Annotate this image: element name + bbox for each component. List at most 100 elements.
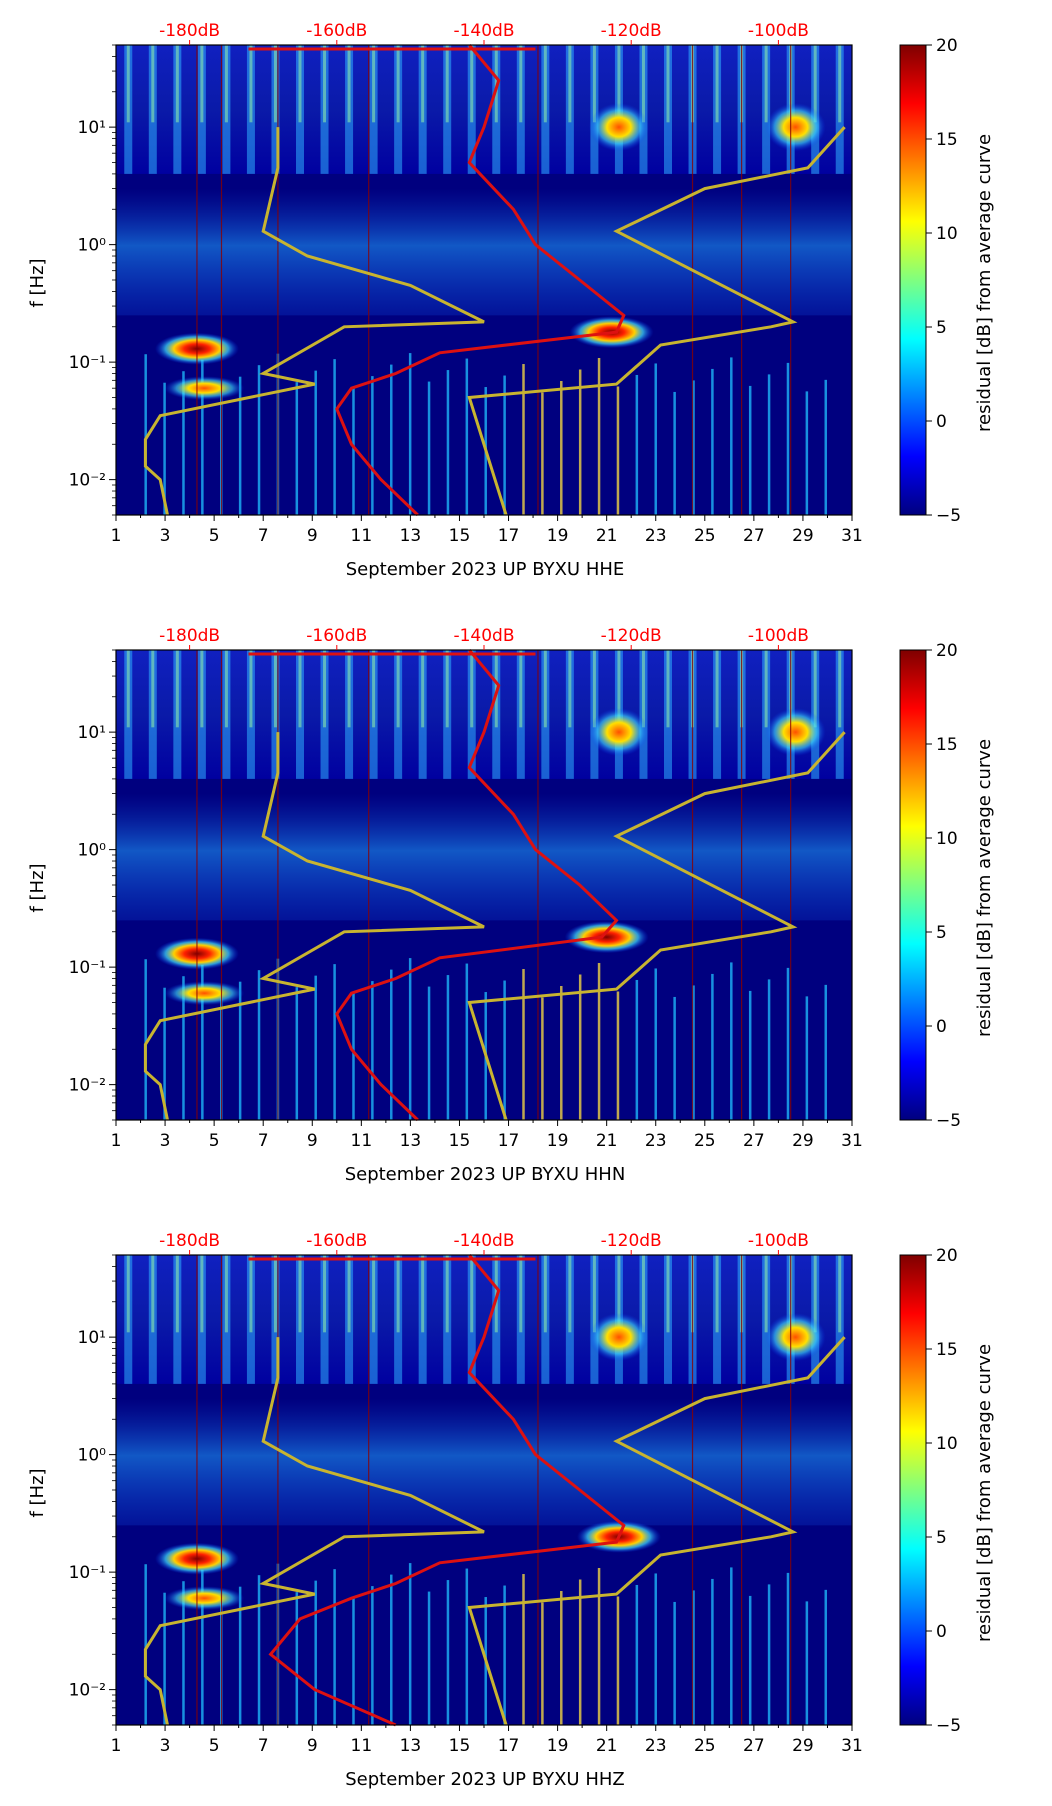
daily-noise-core [764, 1255, 768, 1333]
daily-noise-core [715, 45, 719, 123]
transient-streak [673, 1601, 676, 1725]
residual-hotspot [765, 708, 826, 757]
daily-noise-core [249, 45, 253, 123]
daily-noise-core [592, 45, 596, 123]
daily-noise-core [372, 650, 376, 728]
x-tick-label: 9 [307, 526, 318, 546]
daily-noise-core [224, 45, 228, 123]
transient-streak [371, 376, 374, 515]
transient-streak [616, 386, 620, 515]
colorbar-tick-label: 15 [936, 735, 958, 755]
transient-streak [578, 974, 582, 1120]
colorbar-tick-label: 15 [936, 1340, 958, 1360]
transient-streak [201, 1569, 204, 1725]
transient-streak [427, 986, 431, 1120]
transient-streak [748, 990, 752, 1120]
transient-streak [805, 1601, 809, 1725]
daily-noise-core [224, 650, 228, 728]
colorbar-tick-label: −5 [936, 1111, 961, 1131]
transient-streak [522, 1574, 525, 1725]
transient-streak [805, 391, 809, 515]
daily-noise-core [543, 1255, 547, 1333]
daily-noise-core [764, 45, 768, 123]
transient-streak [560, 986, 563, 1120]
top-db-label: -120dB [601, 1231, 662, 1251]
microseism-band [116, 1398, 852, 1526]
x-tick-label: 13 [400, 1736, 422, 1756]
daily-noise-core [617, 1255, 621, 1333]
transient-streak [692, 380, 695, 515]
transient-streak [597, 962, 601, 1120]
daily-noise-core [666, 650, 670, 728]
transient-streak [182, 371, 185, 515]
y-tick-label: 10⁻¹ [69, 958, 106, 978]
daily-noise-core [298, 45, 302, 123]
residual-hotspot [588, 1313, 649, 1362]
x-tick-label: 17 [498, 526, 520, 546]
plot-area: 1 3 5 7 9 11 13 15 17 19 21 23 25 27 29 3110⁻²10⁻¹10⁰10… [69, 1231, 863, 1756]
x-tick-label: 25 [694, 526, 716, 546]
daily-noise-core [470, 650, 474, 728]
high-frequency-band [116, 45, 852, 174]
x-tick-label: 19 [547, 526, 569, 546]
transient-streak [503, 375, 506, 515]
daily-noise-core [323, 1255, 327, 1333]
daily-noise-core [568, 1255, 572, 1333]
residual-hotspot [588, 103, 649, 152]
transient-streak [692, 985, 695, 1120]
colorbar-gradient [899, 649, 927, 1121]
colorbar-tick-label: 20 [936, 36, 958, 56]
colorbar-label: residual [dB] from average curve [974, 1344, 995, 1642]
daily-noise-core [224, 1255, 228, 1333]
daily-noise-core [764, 650, 768, 728]
daily-noise-core [126, 45, 130, 123]
daily-noise-core [273, 45, 277, 123]
colorbar-tick-label: 0 [936, 1017, 947, 1037]
colorbar: residual [dB] from average curve 20 15 10 5… [899, 36, 995, 526]
transient-streak [390, 969, 393, 1120]
daily-noise-core [347, 1255, 351, 1333]
daily-noise-core [175, 1255, 179, 1333]
colorbar-tick-label: 10 [936, 1434, 958, 1454]
transient-streak [314, 370, 317, 515]
daily-noise-core [592, 650, 596, 728]
transient-streak [541, 392, 544, 515]
y-tick-label: 10¹ [78, 723, 106, 743]
spectrogram-panel-hhe: 1 3 5 7 9 11 13 15 17 19 21 23 25 27 29 3110⁻²10⁻¹10⁰10… [27, 21, 863, 580]
transient-streak [163, 1592, 166, 1725]
transient-streak [503, 980, 506, 1120]
transient-streak [767, 979, 771, 1120]
x-tick-label: 23 [645, 526, 667, 546]
colorbar-tick-label: 20 [936, 641, 958, 661]
daily-noise-core [200, 650, 204, 728]
daily-noise-core [175, 650, 179, 728]
x-tick-label: 21 [596, 1736, 618, 1756]
daily-noise-core [470, 45, 474, 123]
daily-noise-core [470, 1255, 474, 1333]
top-db-label: -180dB [159, 626, 220, 646]
x-tick-label: 31 [841, 526, 863, 546]
daily-noise-core [666, 45, 670, 123]
colorbar-tick-label: −5 [936, 1716, 961, 1736]
colorbar-tick-label: 10 [936, 829, 958, 849]
y-tick-label: 10⁰ [78, 841, 107, 861]
x-tick-label: 27 [743, 526, 765, 546]
daily-noise-core [715, 650, 719, 728]
transient-streak [257, 365, 261, 515]
psd-curve [335, 44, 626, 517]
nhnm-model-curve [467, 126, 846, 516]
x-tick-label: 15 [449, 526, 471, 546]
daily-noise-core [519, 1255, 523, 1333]
daily-noise-core [347, 650, 351, 728]
transient-streak [238, 376, 242, 515]
daily-noise-core [641, 1255, 645, 1333]
daily-noise-core [421, 1255, 425, 1333]
high-frequency-band [116, 650, 852, 779]
x-tick-label: 7 [258, 1131, 269, 1151]
x-axis-label: September 2023 UP BYXU HHZ [345, 1769, 624, 1790]
x-tick-label: 11 [351, 526, 373, 546]
transient-streak [333, 964, 336, 1120]
transient-streak [333, 1569, 336, 1725]
spectrogram-panel-hhz: 1 3 5 7 9 11 13 15 17 19 21 23 25 27 29 3110⁻²10⁻¹10⁰10… [27, 1231, 863, 1790]
daily-noise-core [543, 650, 547, 728]
